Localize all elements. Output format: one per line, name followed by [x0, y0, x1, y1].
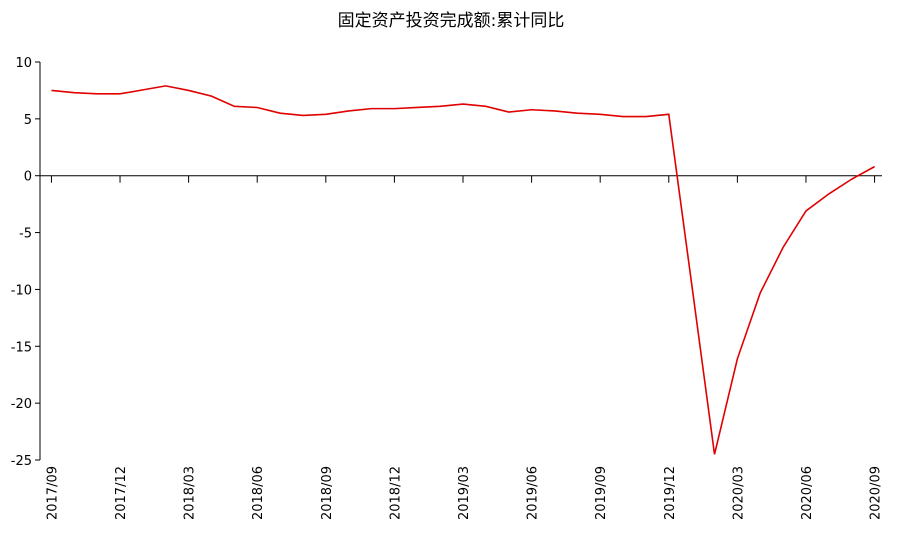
x-tick-label: 2019/12: [663, 466, 678, 520]
x-tick-label: 2020/06: [800, 466, 815, 520]
x-tick-label: 2019/09: [594, 466, 609, 520]
x-tick-label: 2017/09: [45, 466, 60, 520]
x-tick-label: 2017/12: [114, 466, 129, 520]
y-tick-label: -10: [11, 283, 32, 298]
x-tick-label: 2020/03: [731, 466, 746, 520]
y-tick-label: 5: [24, 113, 32, 128]
chart-title: 固定资产投资完成额:累计同比: [338, 11, 565, 31]
x-tick-label: 2018/06: [251, 466, 266, 520]
y-tick-label: -15: [11, 340, 32, 355]
x-tick-label: 2019/03: [457, 466, 472, 520]
y-tick-label: 10: [15, 56, 32, 71]
y-tick-label: -20: [11, 397, 32, 412]
y-tick-label: -25: [11, 454, 32, 469]
y-tick-label: -5: [19, 227, 32, 242]
x-tick-label: 2018/03: [183, 466, 198, 520]
x-tick-label: 2019/06: [526, 466, 541, 520]
x-tick-label: 2018/12: [388, 466, 403, 520]
data-line: [51, 85, 875, 455]
x-tick-label: 2018/09: [320, 466, 335, 520]
y-tick-label: 0: [24, 170, 32, 185]
x-tick-label: 2020/09: [869, 466, 884, 520]
